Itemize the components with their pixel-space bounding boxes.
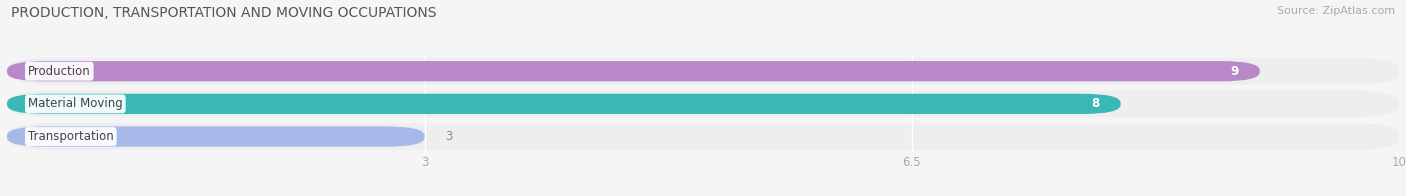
FancyBboxPatch shape — [7, 58, 1399, 85]
Text: Production: Production — [28, 65, 90, 78]
FancyBboxPatch shape — [7, 94, 1121, 114]
Text: PRODUCTION, TRANSPORTATION AND MOVING OCCUPATIONS: PRODUCTION, TRANSPORTATION AND MOVING OC… — [11, 6, 437, 20]
Text: 3: 3 — [446, 130, 453, 143]
Text: 8: 8 — [1091, 97, 1099, 110]
Text: Transportation: Transportation — [28, 130, 114, 143]
Text: 9: 9 — [1230, 65, 1239, 78]
Text: Source: ZipAtlas.com: Source: ZipAtlas.com — [1277, 6, 1395, 16]
FancyBboxPatch shape — [7, 123, 1399, 150]
Text: Material Moving: Material Moving — [28, 97, 122, 110]
FancyBboxPatch shape — [7, 126, 425, 147]
FancyBboxPatch shape — [7, 91, 1399, 117]
FancyBboxPatch shape — [7, 61, 1260, 81]
